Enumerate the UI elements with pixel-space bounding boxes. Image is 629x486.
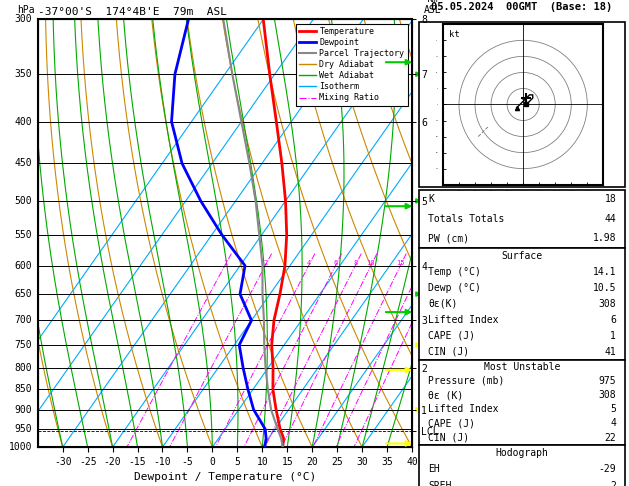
Text: Most Unstable: Most Unstable: [484, 362, 560, 372]
Text: -29: -29: [599, 465, 616, 474]
Legend: Temperature, Dewpoint, Parcel Trajectory, Dry Adiabat, Wet Adiabat, Isotherm, Mi: Temperature, Dewpoint, Parcel Trajectory…: [296, 24, 408, 106]
Text: kt: kt: [449, 30, 460, 39]
Text: Hodograph: Hodograph: [496, 448, 548, 458]
Text: Temp (°C): Temp (°C): [428, 267, 481, 277]
Text: Lifted Index: Lifted Index: [428, 315, 498, 325]
Text: θε(K): θε(K): [428, 299, 457, 309]
Bar: [420, 445, 625, 486]
Text: km
ASL: km ASL: [424, 0, 442, 15]
Text: 550: 550: [14, 230, 32, 240]
Text: 500: 500: [14, 196, 32, 206]
Text: 350: 350: [14, 69, 32, 79]
Text: 900: 900: [14, 405, 32, 415]
Text: 1: 1: [610, 330, 616, 341]
Text: 650: 650: [14, 289, 32, 299]
Text: 1.98: 1.98: [593, 233, 616, 243]
Text: 300: 300: [14, 15, 32, 24]
Text: -37°00'S  174°4B'E  79m  ASL: -37°00'S 174°4B'E 79m ASL: [38, 7, 226, 17]
Text: PW (cm): PW (cm): [428, 233, 469, 243]
Text: CAPE (J): CAPE (J): [428, 418, 475, 429]
Text: 05.05.2024  00GMT  (Base: 18): 05.05.2024 00GMT (Base: 18): [431, 2, 613, 13]
Text: 4: 4: [306, 260, 311, 266]
Text: Totals Totals: Totals Totals: [428, 214, 504, 224]
Text: Surface: Surface: [501, 251, 543, 261]
Text: 950: 950: [14, 424, 32, 434]
Text: 5: 5: [610, 404, 616, 414]
Text: Dewp (°C): Dewp (°C): [428, 283, 481, 293]
Text: 400: 400: [14, 117, 32, 127]
Text: 6: 6: [333, 260, 338, 266]
Text: 2: 2: [610, 481, 616, 486]
Text: 22: 22: [604, 433, 616, 443]
Text: 308: 308: [599, 390, 616, 400]
Bar: [420, 360, 625, 445]
Bar: [420, 248, 625, 360]
Text: 750: 750: [14, 340, 32, 350]
Text: CIN (J): CIN (J): [428, 347, 469, 357]
Text: 450: 450: [14, 158, 32, 169]
Text: 850: 850: [14, 384, 32, 395]
Text: 15: 15: [396, 260, 404, 266]
Text: 800: 800: [14, 363, 32, 373]
Text: Pressure (mb): Pressure (mb): [428, 376, 504, 386]
Text: 975: 975: [599, 376, 616, 386]
Text: CIN (J): CIN (J): [428, 433, 469, 443]
Text: CAPE (J): CAPE (J): [428, 330, 475, 341]
Text: SREH: SREH: [428, 481, 452, 486]
Text: EH: EH: [428, 465, 440, 474]
Text: K: K: [428, 194, 434, 204]
Text: 10: 10: [367, 260, 375, 266]
Text: 6: 6: [610, 315, 616, 325]
X-axis label: Dewpoint / Temperature (°C): Dewpoint / Temperature (°C): [134, 472, 316, 483]
Text: θε (K): θε (K): [428, 390, 463, 400]
Text: 1: 1: [223, 260, 227, 266]
Text: 8: 8: [353, 260, 357, 266]
Text: 44: 44: [604, 214, 616, 224]
Text: 1000: 1000: [9, 442, 32, 452]
Bar: [420, 190, 625, 248]
Text: 41: 41: [604, 347, 616, 357]
Text: 10.5: 10.5: [593, 283, 616, 293]
Text: 4: 4: [610, 418, 616, 429]
Text: 700: 700: [14, 315, 32, 326]
Text: 2: 2: [263, 260, 267, 266]
Text: hPa: hPa: [17, 5, 35, 15]
Text: Lifted Index: Lifted Index: [428, 404, 498, 414]
Text: 600: 600: [14, 260, 32, 271]
Text: 308: 308: [599, 299, 616, 309]
Text: 14.1: 14.1: [593, 267, 616, 277]
Bar: [420, 22, 625, 187]
Text: 18: 18: [604, 194, 616, 204]
